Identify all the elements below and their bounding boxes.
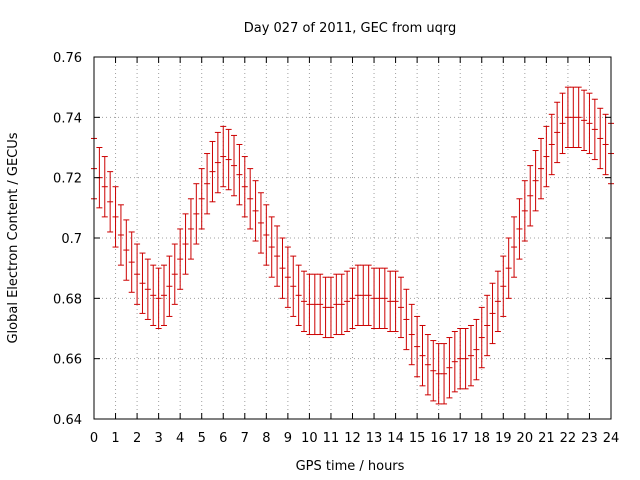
x-tick-label: 0	[90, 431, 98, 446]
y-tick-labels: 0.64 0.66 0.68 0.7 0.72 0.74 0.76	[53, 51, 82, 428]
x-tick-label: 9	[284, 431, 292, 446]
grid-lines	[94, 57, 611, 419]
x-tick-label: 7	[241, 431, 249, 446]
x-tick-label: 5	[198, 431, 206, 446]
y-tick-label: 0.72	[53, 172, 82, 187]
x-tick-label: 13	[366, 431, 383, 446]
x-tick-label: 4	[176, 431, 184, 446]
x-tick-label: 16	[430, 431, 447, 446]
x-tick-label: 23	[581, 431, 598, 446]
x-tick-label: 20	[517, 431, 534, 446]
x-tick-label: 14	[387, 431, 404, 446]
x-axis-label: GPS time / hours	[296, 459, 405, 474]
y-tick-label: 0.66	[53, 353, 82, 368]
x-tick-labels: 0 1 2 3 4 5 6 7 8 9 10 11 12 13 14 15 16 17 18 19 20 21 22 23 24	[90, 431, 619, 446]
x-tick-label: 2	[133, 431, 141, 446]
x-tick-label: 3	[154, 431, 162, 446]
x-tick-label: 15	[409, 431, 426, 446]
x-tick-label: 21	[538, 431, 555, 446]
x-tick-label: 24	[603, 431, 620, 446]
x-tick-label: 1	[111, 431, 119, 446]
data-series	[91, 86, 614, 405]
x-tick-label: 11	[323, 431, 340, 446]
x-tick-label: 10	[301, 431, 318, 446]
x-tick-label: 6	[219, 431, 227, 446]
x-tick-label: 22	[560, 431, 577, 446]
y-tick-label: 0.76	[53, 51, 82, 66]
x-tick-label: 19	[495, 431, 512, 446]
x-tick-label: 12	[344, 431, 361, 446]
x-tick-label: 17	[452, 431, 469, 446]
y-tick-label: 0.64	[53, 413, 82, 428]
x-tick-label: 18	[473, 431, 490, 446]
y-axis-label: Global Electron Content / GECUs	[6, 132, 21, 343]
y-tick-label: 0.74	[53, 111, 82, 126]
x-tick-label: 8	[262, 431, 270, 446]
y-tick-label: 0.7	[61, 232, 82, 247]
axis-ticks	[93, 56, 612, 420]
y-tick-label: 0.68	[53, 292, 82, 307]
chart-title: Day 027 of 2011, GEC from uqrg	[244, 21, 457, 36]
